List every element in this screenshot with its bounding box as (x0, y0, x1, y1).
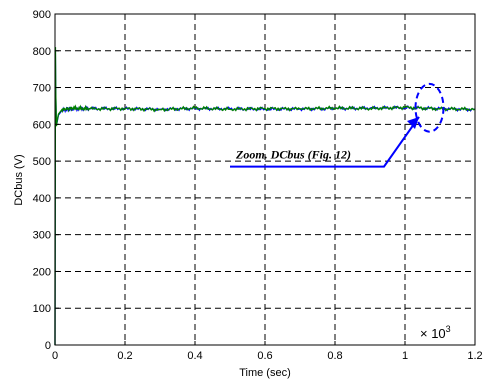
y-tick-label: 900 (33, 9, 51, 21)
y-tick-label: 700 (33, 83, 51, 95)
y-tick-label: 500 (33, 156, 51, 168)
grid-lines (55, 14, 475, 345)
annotation-arrow-line (230, 116, 420, 168)
x-tick-label: 0.8 (327, 350, 342, 362)
y-tick-labels: 0 100 200 300 400 500 600 700 800 900 (33, 9, 59, 352)
annotation-arrowhead (407, 116, 419, 129)
zoom-annotation: Zoom. DCbus (Fig. 12) (230, 82, 445, 168)
x-tick-label: 0.2 (117, 350, 132, 362)
data-series (54, 47, 476, 346)
y-tick-label: 200 (33, 266, 51, 278)
series-line (54, 47, 476, 346)
x-tick-label: 0.6 (257, 350, 272, 362)
x-tick-label: 0 (52, 350, 58, 362)
y-tick-label: 100 (33, 303, 51, 315)
y-tick-label: 400 (33, 193, 51, 205)
y-tick-label: 300 (33, 230, 51, 242)
x-multiplier: × 103 (420, 324, 451, 341)
x-axis-label: Time (sec) (239, 367, 291, 379)
x-tick-label: 1 (402, 350, 408, 362)
x-multiplier-base: × 10 (420, 326, 446, 341)
y-axis-label: DCbus (V) (13, 154, 25, 205)
zoom-ellipse (414, 82, 445, 133)
x-tick-labels: 0 0.2 0.4 0.6 0.8 1 1.2 (52, 341, 483, 362)
y-tick-label: 800 (33, 46, 51, 58)
y-tick-label: 600 (33, 119, 51, 131)
x-tick-label: 1.2 (467, 350, 482, 362)
annotation-text: Zoom. DCbus (Fig. 12) (235, 148, 351, 162)
x-tick-label: 0.4 (187, 350, 202, 362)
x-multiplier-exponent: 3 (446, 324, 451, 334)
y-tick-label: 0 (45, 340, 51, 352)
